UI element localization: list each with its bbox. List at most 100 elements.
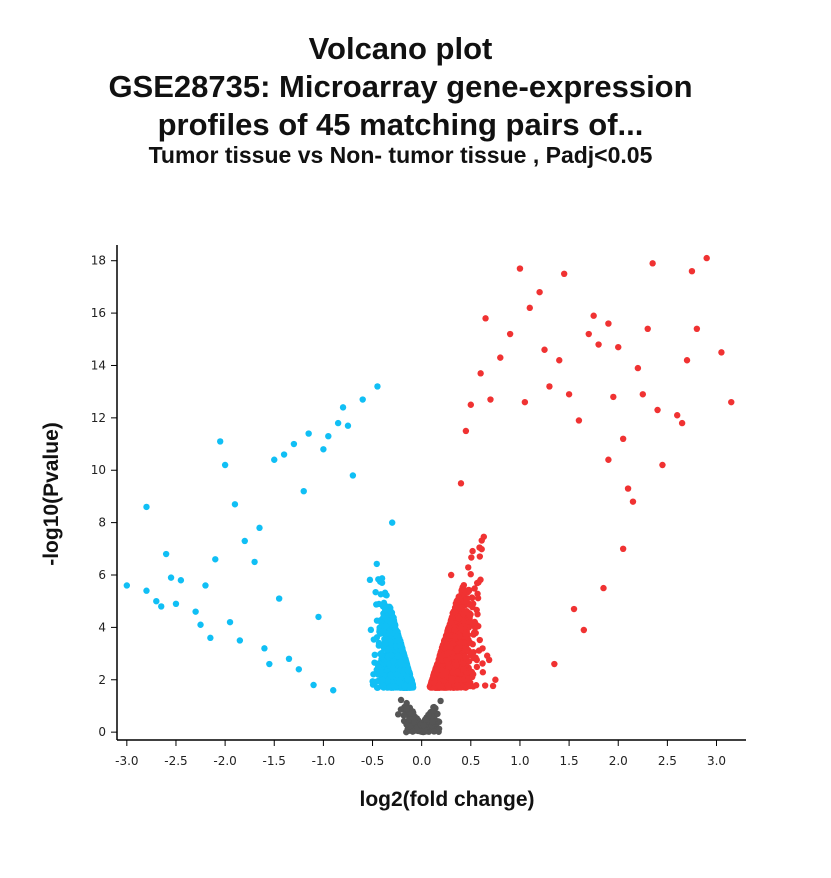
up-point [469, 673, 476, 681]
down-point [401, 683, 408, 690]
up-point [435, 682, 443, 690]
up-point [465, 586, 472, 594]
down-outlier-point [305, 430, 312, 437]
up-point [473, 579, 481, 587]
up-outlier-point [619, 435, 627, 443]
up-point [462, 609, 469, 616]
up-outlier-point [610, 393, 617, 401]
down-outlier-point [300, 487, 307, 495]
up-outlier-point [624, 485, 632, 492]
down-outlier-point [280, 451, 288, 458]
y-tick-label: 2 [98, 673, 106, 687]
dense-point-cloud [366, 533, 497, 736]
down-outlier-point [212, 556, 219, 563]
up-point [443, 643, 450, 651]
data-points [123, 254, 735, 694]
up-outlier-point [639, 391, 647, 398]
down-point [367, 626, 375, 634]
x-tick-label: -1.5 [263, 754, 286, 768]
down-point [370, 671, 377, 678]
up-point [476, 544, 483, 551]
up-point [459, 676, 467, 683]
x-tick-label: -0.5 [361, 754, 384, 768]
down-outlier-point [330, 687, 337, 694]
up-point [468, 649, 476, 657]
down-outlier-point [216, 438, 224, 445]
up-outlier-point [457, 480, 465, 487]
up-outlier-point [506, 330, 514, 338]
down-outlier-point [202, 582, 209, 589]
up-outlier-point [718, 349, 725, 356]
y-axis-label: -log10(Pvalue) [40, 422, 63, 566]
up-outlier-point [654, 406, 661, 414]
up-point [485, 656, 493, 664]
x-tick-label: -2.5 [164, 754, 187, 768]
up-outlier-point [521, 398, 529, 406]
down-outlier-point [325, 432, 332, 440]
up-outlier-point [546, 383, 553, 390]
up-outlier-point [619, 545, 627, 553]
x-tick-label: -1.0 [312, 754, 335, 768]
up-point [457, 625, 465, 633]
up-point [454, 668, 461, 676]
down-point [382, 622, 389, 630]
down-outlier-point [374, 383, 381, 390]
up-point [460, 660, 467, 667]
up-outlier-point [600, 584, 607, 592]
up-outlier-point [703, 254, 710, 262]
up-outlier-point [516, 265, 524, 272]
down-point [383, 592, 390, 599]
ns-point [409, 728, 416, 735]
up-point [454, 681, 461, 689]
up-point [445, 682, 452, 689]
down-outlier-point [334, 419, 342, 427]
down-outlier-point [310, 681, 317, 689]
up-outlier-point [526, 304, 533, 312]
x-tick-label: 0.5 [461, 754, 480, 768]
up-point [479, 660, 486, 667]
up-outlier-point [688, 267, 696, 275]
down-point [397, 660, 405, 667]
y-tick-label: 12 [91, 411, 106, 425]
up-point [430, 679, 438, 686]
up-outlier-point [605, 456, 612, 463]
up-outlier-point [659, 461, 666, 469]
down-point [387, 671, 394, 679]
up-outlier-point [693, 325, 701, 333]
down-outlier-point [388, 519, 396, 526]
down-point [371, 651, 378, 659]
up-point [465, 636, 472, 643]
ns-point [430, 707, 437, 715]
up-point [472, 682, 480, 689]
down-point [380, 614, 387, 621]
ns-point [403, 699, 410, 707]
x-tick-label: -3.0 [115, 754, 138, 768]
y-tick-label: 16 [91, 306, 106, 320]
up-point [470, 654, 477, 662]
up-point [455, 615, 463, 622]
up-point [461, 653, 469, 660]
up-outlier-point [728, 398, 735, 406]
down-outlier-point [231, 501, 239, 508]
up-outlier-point [678, 419, 686, 427]
down-outlier-point [162, 550, 170, 558]
down-outlier-point [344, 422, 352, 429]
up-outlier-point [492, 676, 499, 683]
down-point [376, 578, 384, 585]
up-point [463, 596, 470, 604]
down-point [370, 636, 378, 643]
ns-point [400, 712, 407, 719]
down-point [386, 629, 393, 636]
down-point [404, 675, 411, 683]
up-outlier-point [541, 346, 548, 353]
down-point [387, 652, 395, 659]
down-outlier-point [251, 558, 258, 566]
up-point [465, 681, 472, 688]
x-tick-label: -2.0 [213, 754, 236, 768]
up-outlier-point [565, 391, 573, 398]
down-point [375, 642, 383, 649]
y-tick-label: 4 [98, 620, 106, 634]
ns-point [435, 725, 443, 732]
up-point [465, 658, 473, 665]
down-point [402, 655, 409, 663]
